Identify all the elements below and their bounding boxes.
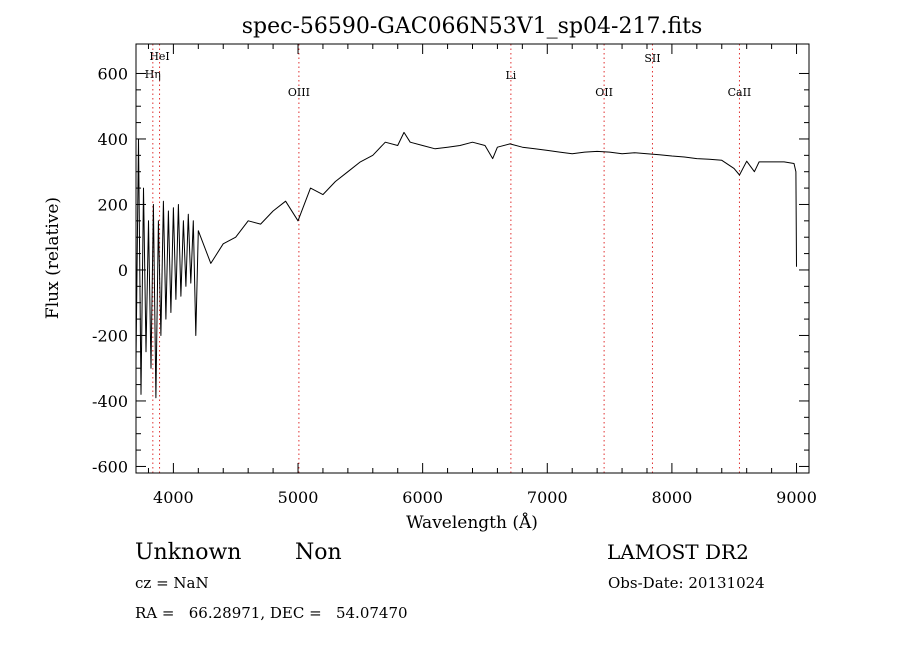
y-tick-label: 0 <box>118 261 128 280</box>
spectrum-chart: spec-56590-GAC066N53V1_sp04-217.fits HeI… <box>43 14 817 533</box>
survey-name: LAMOST DR2 <box>607 540 749 564</box>
y-axis-label: Flux (relative) <box>43 197 63 319</box>
y-tick-label: -600 <box>92 457 128 476</box>
plot-frame <box>135 43 810 474</box>
line-marker-label: Li <box>505 69 516 82</box>
line-marker-label: SII <box>644 52 660 65</box>
x-tick-label: 9000 <box>776 488 817 507</box>
observation-date: Obs-Date: 20131024 <box>608 574 765 592</box>
line-marker-label: OIII <box>288 86 310 99</box>
x-axis-label: Wavelength (Å) <box>406 512 538 533</box>
y-tick-label: 400 <box>97 130 128 149</box>
y-tick-label: 200 <box>97 195 128 214</box>
chart-title: spec-56590-GAC066N53V1_sp04-217.fits <box>242 14 703 39</box>
line-marker-label: CaII <box>728 86 752 99</box>
line-marker-label: OII <box>595 86 613 99</box>
object-subclass: Non <box>295 540 342 565</box>
y-tick-label: -400 <box>92 392 128 411</box>
y-tick-label: -200 <box>92 326 128 345</box>
sky-coordinates: RA = 66.28971, DEC = 54.07470 <box>135 604 408 622</box>
emission-line-markers: HeI Hη OIII Li OII SII CaII <box>145 44 752 473</box>
line-marker-label: HeI <box>149 50 169 63</box>
line-marker-label: Hη <box>145 68 161 81</box>
spectrum-line <box>135 131 797 399</box>
object-class: Unknown <box>135 540 242 565</box>
redshift-value: cz = NaN <box>135 574 209 592</box>
y-tick-label: 600 <box>97 64 128 83</box>
x-tick-label: 7000 <box>527 488 568 507</box>
x-tick-label: 4000 <box>153 488 194 507</box>
x-tick-label: 6000 <box>402 488 443 507</box>
x-tick-label: 8000 <box>652 488 693 507</box>
spectrum-series <box>135 131 797 399</box>
axis-ticks: 4000 5000 6000 7000 8000 9000 -600 -400 -200 0 200… <box>92 44 817 507</box>
x-tick-label: 5000 <box>278 488 319 507</box>
